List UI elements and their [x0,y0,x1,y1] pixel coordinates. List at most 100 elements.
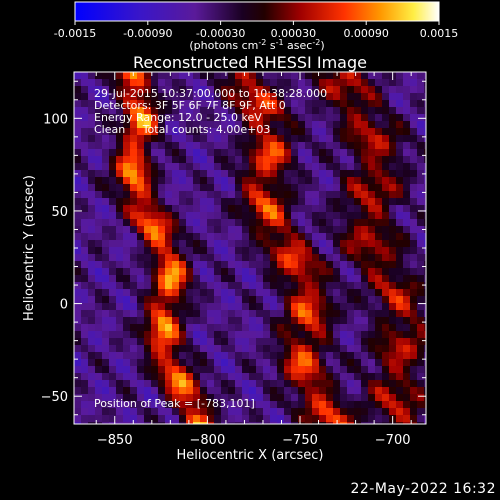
heatmap-cell [375,261,382,268]
heatmap-cell [333,303,340,310]
heatmap-cell [277,408,284,415]
heatmap-cell [249,198,256,205]
heatmap-cell [74,401,81,408]
heatmap-cell [193,163,200,170]
heatmap-cell [403,310,410,317]
heatmap-cell [242,128,249,135]
heatmap-cell [347,373,354,380]
heatmap-cell [88,387,95,394]
heatmap-cell [256,100,263,107]
heatmap-cell [116,338,123,345]
heatmap-cell [249,303,256,310]
heatmap-cell [214,275,221,282]
heatmap-cell [81,247,88,254]
heatmap-cell [151,387,158,394]
heatmap-cell [298,86,305,93]
heatmap-cell [249,219,256,226]
heatmap-cell [403,177,410,184]
heatmap-cell [116,240,123,247]
heatmap-cell [165,93,172,100]
heatmap-cell [186,352,193,359]
heatmap-cell [389,352,396,359]
heatmap-cell [102,261,109,268]
heatmap-cell [368,142,375,149]
heatmap-cell [326,114,333,121]
heatmap-cell [396,156,403,163]
heatmap-cell [88,163,95,170]
heatmap-cell [74,128,81,135]
heatmap-cell [221,422,228,424]
heatmap-cell [95,219,102,226]
heatmap-cell [109,387,116,394]
heatmap-cell [207,205,214,212]
heatmap-cell [417,177,424,184]
heatmap-cell [102,184,109,191]
heatmap-cell [88,93,95,100]
heatmap-cell [221,121,228,128]
heatmap-cell [228,163,235,170]
heatmap-cell [116,261,123,268]
heatmap-cell [368,163,375,170]
heatmap-cell [368,317,375,324]
annotation-peak-position: Position of Peak = [-783,101] [94,397,255,410]
heatmap-cell [207,142,214,149]
heatmap-cell [88,394,95,401]
heatmap-cell [298,198,305,205]
heatmap-cell [88,170,95,177]
heatmap-cell [158,331,165,338]
heatmap-cell [193,415,200,422]
heatmap-cell [88,331,95,338]
heatmap-cell [74,156,81,163]
heatmap-cell [333,198,340,205]
heatmap-cell [410,394,417,401]
heatmap-cell [361,177,368,184]
heatmap-cell [298,79,305,86]
heatmap-cell [81,380,88,387]
heatmap-cell [172,303,179,310]
heatmap-cell [424,79,426,86]
heatmap-cell [144,79,151,86]
heatmap-cell [382,93,389,100]
heatmap-cell [249,156,256,163]
heatmap-cell [179,324,186,331]
heatmap-cell [305,289,312,296]
heatmap-cell [277,191,284,198]
heatmap-cell [102,359,109,366]
heatmap-cell [158,72,165,79]
heatmap-cell [137,254,144,261]
heatmap-cell [424,191,426,198]
heatmap-cell [130,289,137,296]
heatmap-cell [284,387,291,394]
heatmap-cell [144,261,151,268]
heatmap-cell [137,156,144,163]
heatmap-cell [130,191,137,198]
heatmap-cell [228,121,235,128]
heatmap-cell [354,380,361,387]
heatmap-cell [382,86,389,93]
heatmap-cell [151,142,158,149]
heatmap-cell [137,240,144,247]
heatmap-cell [284,170,291,177]
heatmap-cell [305,163,312,170]
heatmap-cell [270,212,277,219]
heatmap-cell [116,387,123,394]
heatmap-cell [102,422,109,424]
heatmap-cell [228,408,235,415]
heatmap-cell [109,261,116,268]
heatmap-cell [81,282,88,289]
heatmap-cell [165,415,172,422]
heatmap-cell [396,233,403,240]
heatmap-cell [214,100,221,107]
heatmap-cell [221,128,228,135]
heatmap-cell [298,296,305,303]
heatmap-cell [81,366,88,373]
heatmap-cell [137,345,144,352]
heatmap-cell [382,338,389,345]
heatmap-cell [158,296,165,303]
heatmap-cell [347,198,354,205]
heatmap-cell [403,380,410,387]
heatmap-cell [200,261,207,268]
heatmap-cell [242,191,249,198]
heatmap-cell [340,289,347,296]
